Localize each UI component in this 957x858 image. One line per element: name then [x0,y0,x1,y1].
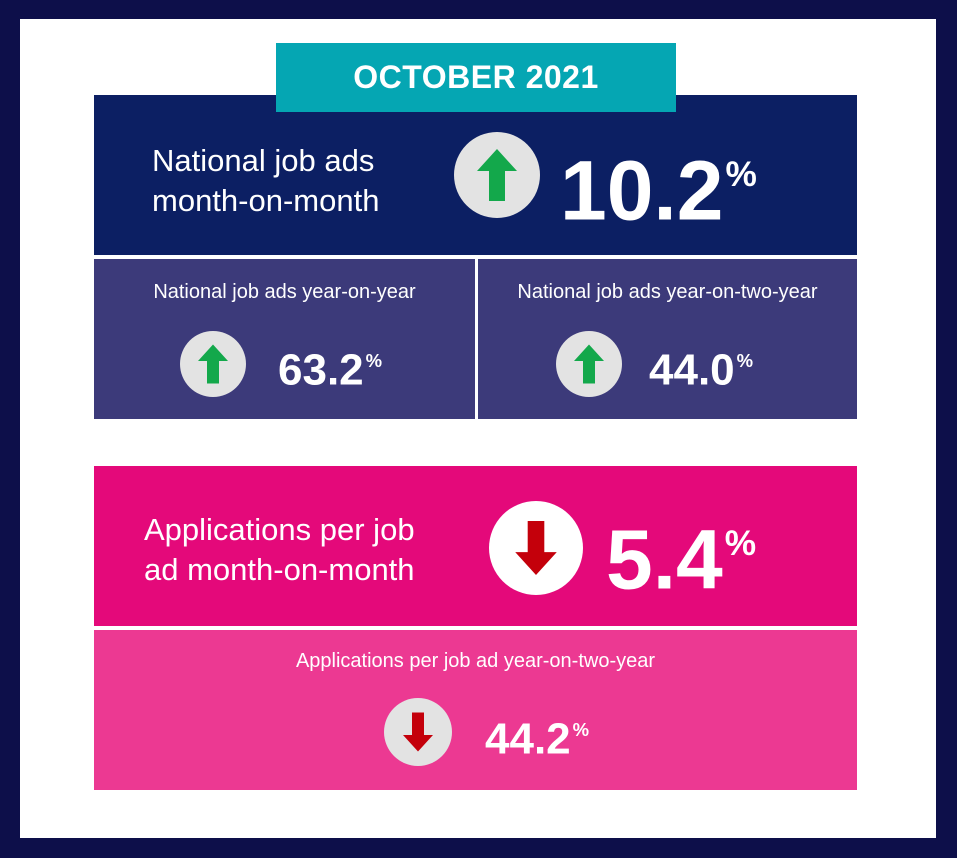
applications-mom-label-line2: ad month-on-month [144,552,415,587]
up-arrow-icon [454,132,540,218]
national-mom-label-line1: National job ads [152,143,375,178]
down-arrow-icon [384,698,452,766]
down-arrow-icon [489,501,583,595]
applications-yo2y-panel: Applications per job ad year-on-two-year… [94,630,857,790]
up-arrow-icon [556,331,622,397]
national-yoy-label: National job ads year-on-year [153,281,416,303]
applications-yo2y-number: 44.2 [485,714,571,764]
applications-mom-number: 5.4 [606,512,723,607]
national-yo2y-number: 44.0 [649,345,735,395]
applications-mom-label: Applications per job ad month-on-month [144,510,415,590]
national-yo2y-value: 44.0% [649,333,753,399]
page-title: OCTOBER 2021 [276,43,676,112]
national-job-ads-yo2y-panel: National job ads year-on-two-year 44.0% [478,259,857,419]
national-mom-value: 10.2% [560,127,757,239]
national-mom-number: 10.2 [560,143,724,238]
up-arrow-icon [180,331,246,397]
national-job-ads-yoy-panel: National job ads year-on-year 63.2% [94,259,475,419]
applications-mom-value: 5.4% [606,496,756,608]
applications-yo2y-unit: % [572,719,590,740]
national-yo2y-label: National job ads year-on-two-year [517,281,818,303]
applications-mom-unit: % [724,524,757,563]
applications-mom-label-line1: Applications per job [144,512,415,547]
national-mom-label-line2: month-on-month [152,183,380,218]
national-yo2y-unit: % [736,350,754,371]
national-mom-unit: % [725,155,757,194]
national-yoy-value: 63.2% [278,333,382,399]
national-job-ads-mom-panel: National job ads month-on-month 10.2% [94,95,857,255]
applications-yo2y-label: Applications per job ad year-on-two-year [295,650,656,672]
national-yoy-unit: % [365,350,383,371]
national-mom-label: National job ads month-on-month [152,141,379,221]
applications-yo2y-value: 44.2% [485,702,589,768]
national-yoy-number: 63.2 [278,345,364,395]
applications-mom-panel: Applications per job ad month-on-month 5… [94,466,857,626]
